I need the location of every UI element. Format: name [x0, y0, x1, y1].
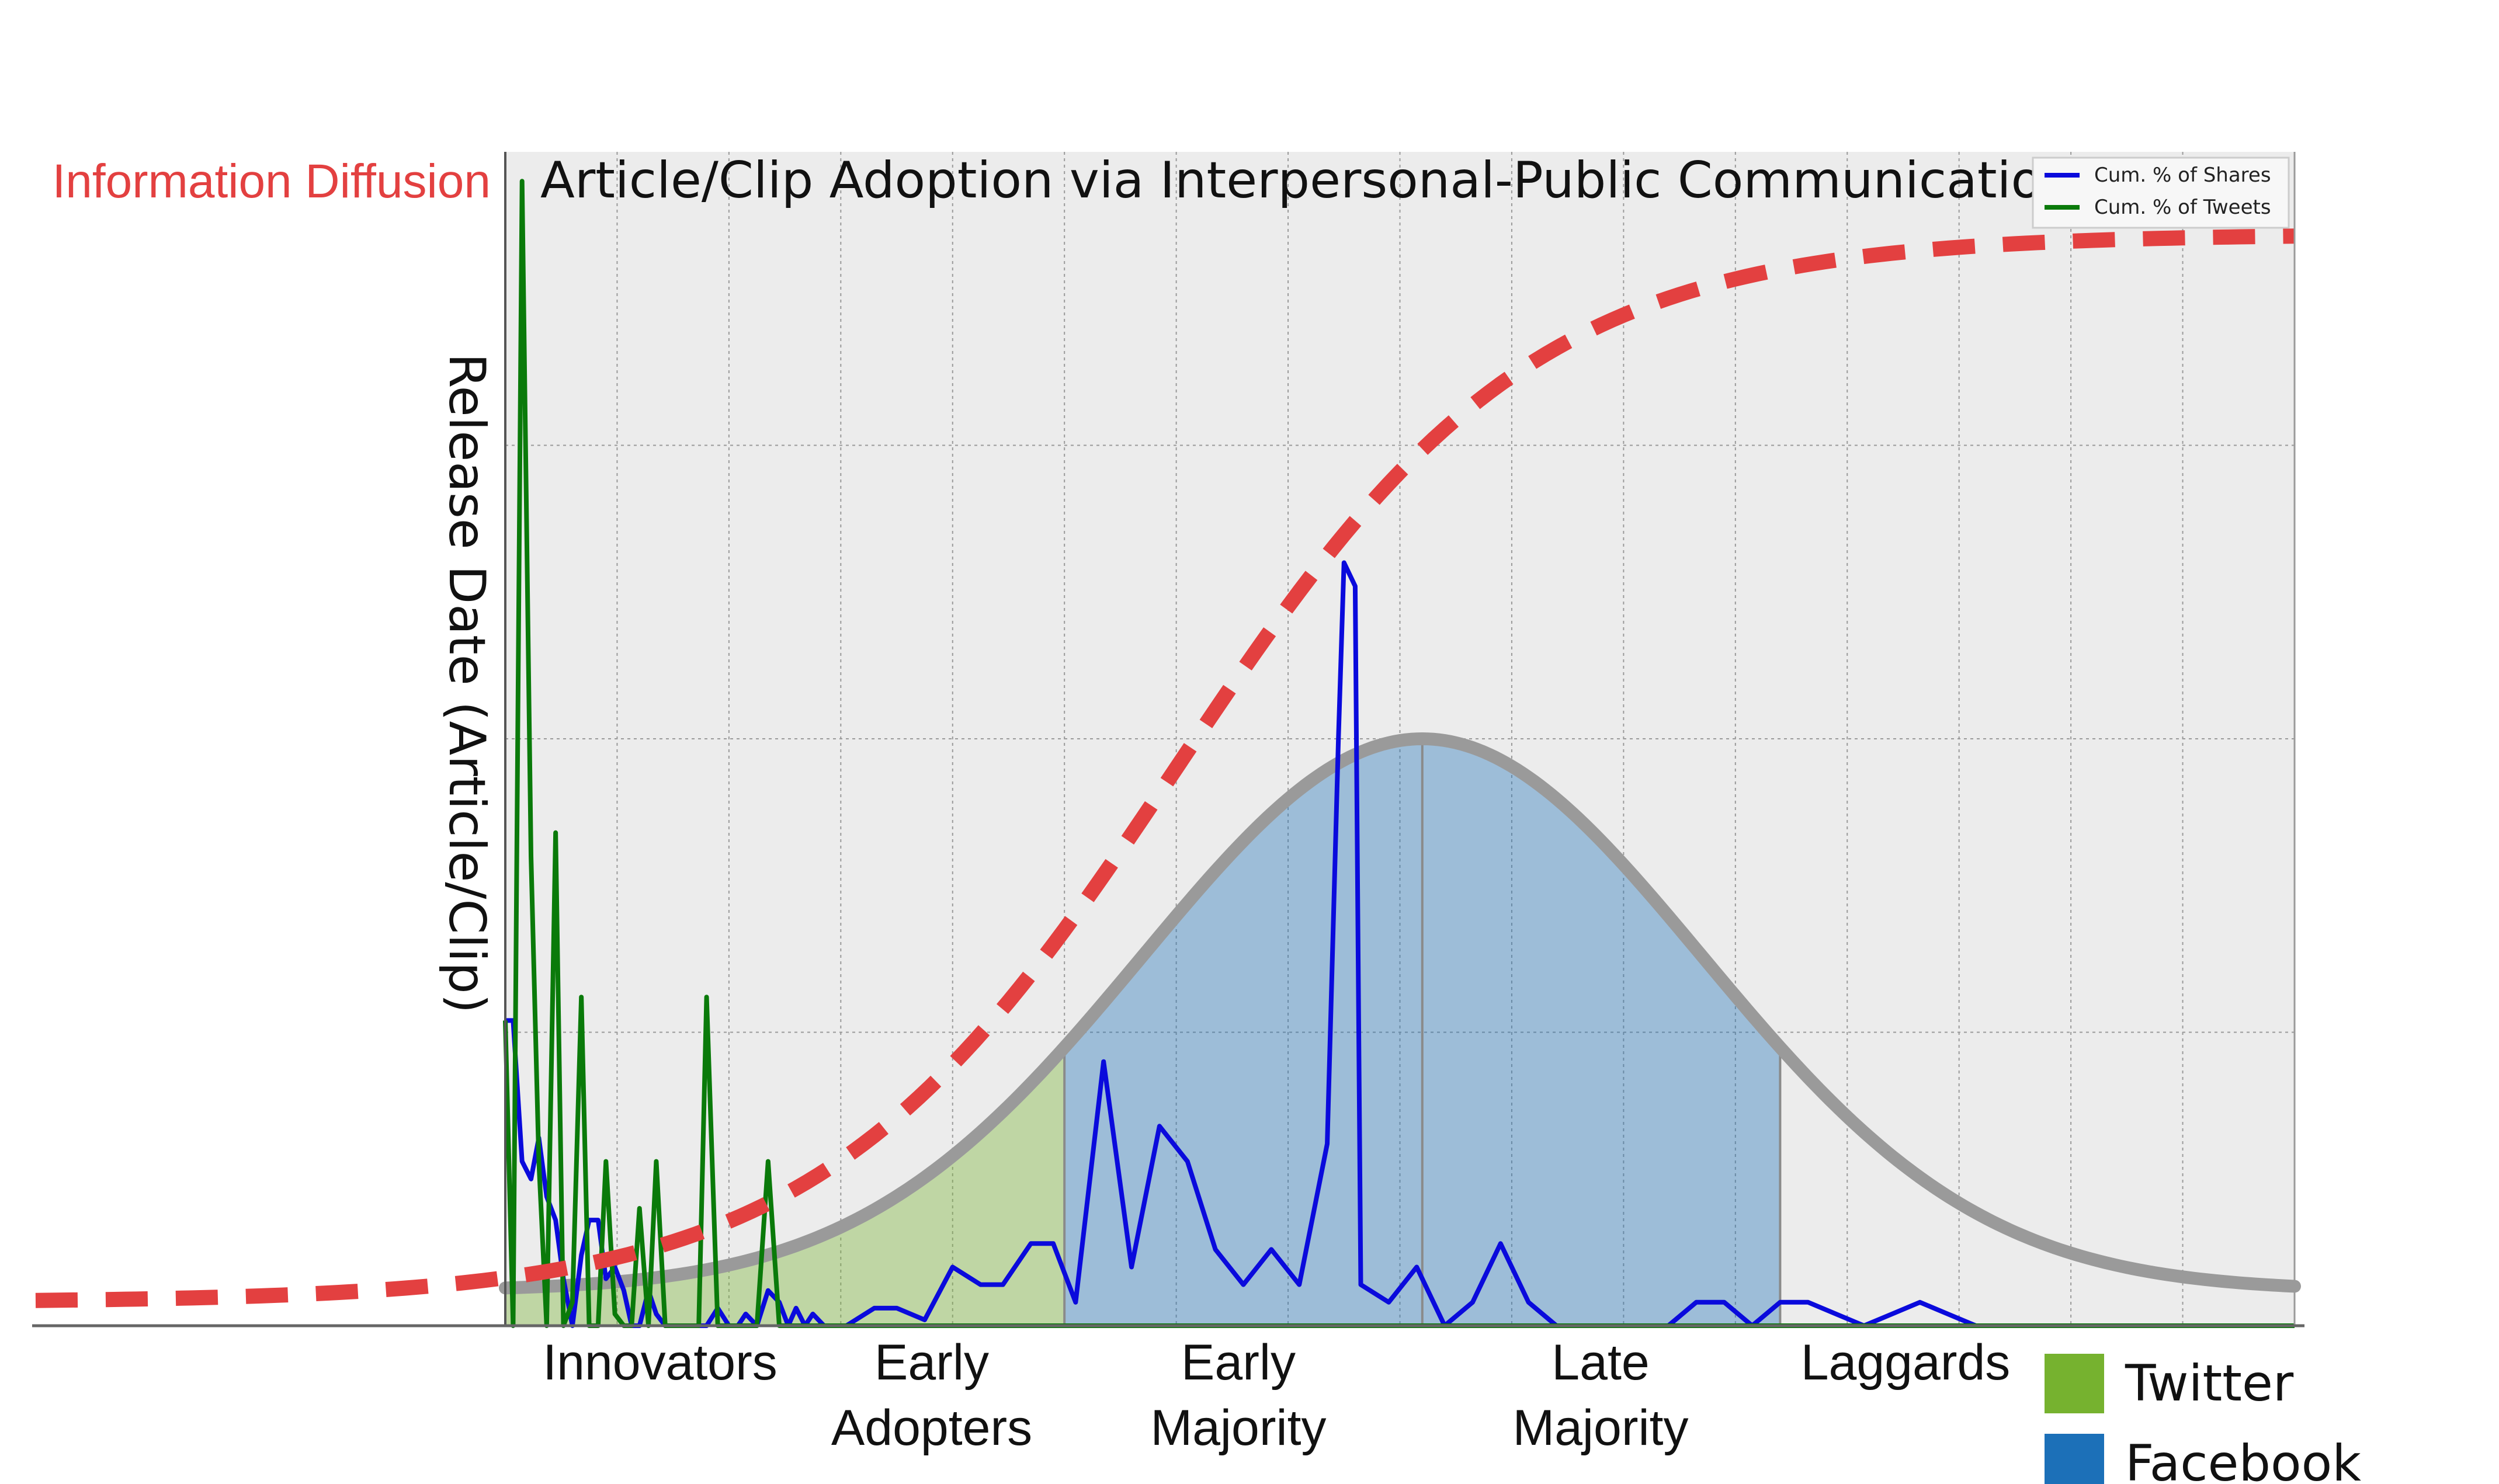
chart-title: Article/Clip Adoption via Interpersonal-…	[540, 151, 2074, 210]
adoption-bell-curve	[499, 732, 2301, 1295]
overlay-label: Information Diffusion	[52, 155, 491, 208]
category-label: Innovators	[543, 1334, 778, 1391]
category-label-line: Laggards	[1801, 1334, 2011, 1391]
category-label: Early Majority	[1150, 1334, 1326, 1456]
legend-box	[2032, 157, 2290, 229]
category-label-line: Late	[1552, 1334, 1649, 1391]
shares-line	[505, 560, 2295, 1328]
twitter-swatch	[2045, 1354, 2104, 1413]
facebook-swatch	[2045, 1434, 2104, 1484]
facebook-label: Facebook	[2125, 1434, 2361, 1484]
category-label-line: Early	[874, 1334, 989, 1391]
information-diffusion-curve	[35, 228, 2295, 1308]
grid	[505, 152, 2295, 1326]
legend-label-shares: Cum. % of Shares	[2094, 164, 2271, 187]
category-label-line: Early	[1181, 1334, 1296, 1391]
y-axis-label: Release Date (Article/Clip)	[438, 353, 496, 1014]
category-label-line: Innovators	[543, 1334, 778, 1391]
category-label: Laggards	[1801, 1334, 2011, 1391]
twitter-label: Twitter	[2125, 1354, 2294, 1413]
category-label: Late Majority	[1512, 1334, 1688, 1456]
category-label-line: Majority	[1512, 1400, 1688, 1456]
category-label-line: Majority	[1150, 1400, 1326, 1456]
adoption-regions	[505, 739, 1782, 1326]
category-label-line: Adopters	[831, 1400, 1032, 1456]
region-twitter	[505, 1047, 1065, 1326]
category-label: Early Adopters	[831, 1334, 1032, 1456]
legend-label-tweets: Cum. % of Tweets	[2094, 196, 2271, 219]
